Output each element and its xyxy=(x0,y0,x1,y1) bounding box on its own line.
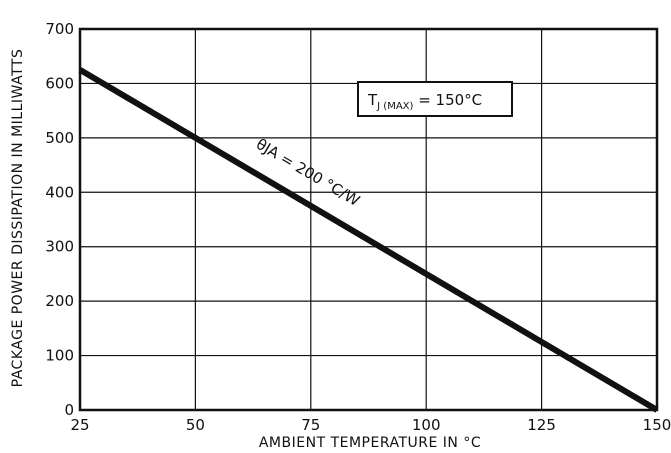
y-tick-label: 0 xyxy=(64,401,74,419)
x-axis-label: AMBIENT TEMPERATURE IN °C xyxy=(259,435,481,451)
x-tick-label: 25 xyxy=(70,416,89,434)
tj-max-label: TJ (MAX) = 150°C xyxy=(367,91,482,112)
series-layer xyxy=(78,67,659,413)
y-tick-label: 100 xyxy=(45,347,74,365)
tj-max-annotation: TJ (MAX) = 150°C xyxy=(357,81,513,117)
x-tick-label: 50 xyxy=(186,416,205,434)
y-tick-label: 600 xyxy=(45,74,74,92)
y-tick-label: 700 xyxy=(45,20,74,38)
y-tick-label: 300 xyxy=(45,238,74,256)
x-tick-label: 150 xyxy=(643,416,671,434)
x-tick-label: 125 xyxy=(527,416,556,434)
derating-line xyxy=(78,67,659,413)
tj-max-box xyxy=(357,81,513,117)
y-tick-labels: 0 100 200 300 400 500 600 700 xyxy=(45,20,74,419)
x-tick-label: 100 xyxy=(412,416,441,434)
theta-ja-label: θJA = 200 °C/W xyxy=(253,135,363,210)
y-tick-label: 500 xyxy=(45,129,74,147)
plot-frame xyxy=(78,27,659,412)
y-tick-label: 200 xyxy=(45,292,74,310)
x-tick-labels: 25 50 75 100 125 150 xyxy=(70,416,671,434)
y-tick-label: 400 xyxy=(45,183,74,201)
x-tick-label: 75 xyxy=(301,416,320,434)
y-axis-label: PACKAGE POWER DISSIPATION IN MILLIWATTS xyxy=(10,49,26,388)
